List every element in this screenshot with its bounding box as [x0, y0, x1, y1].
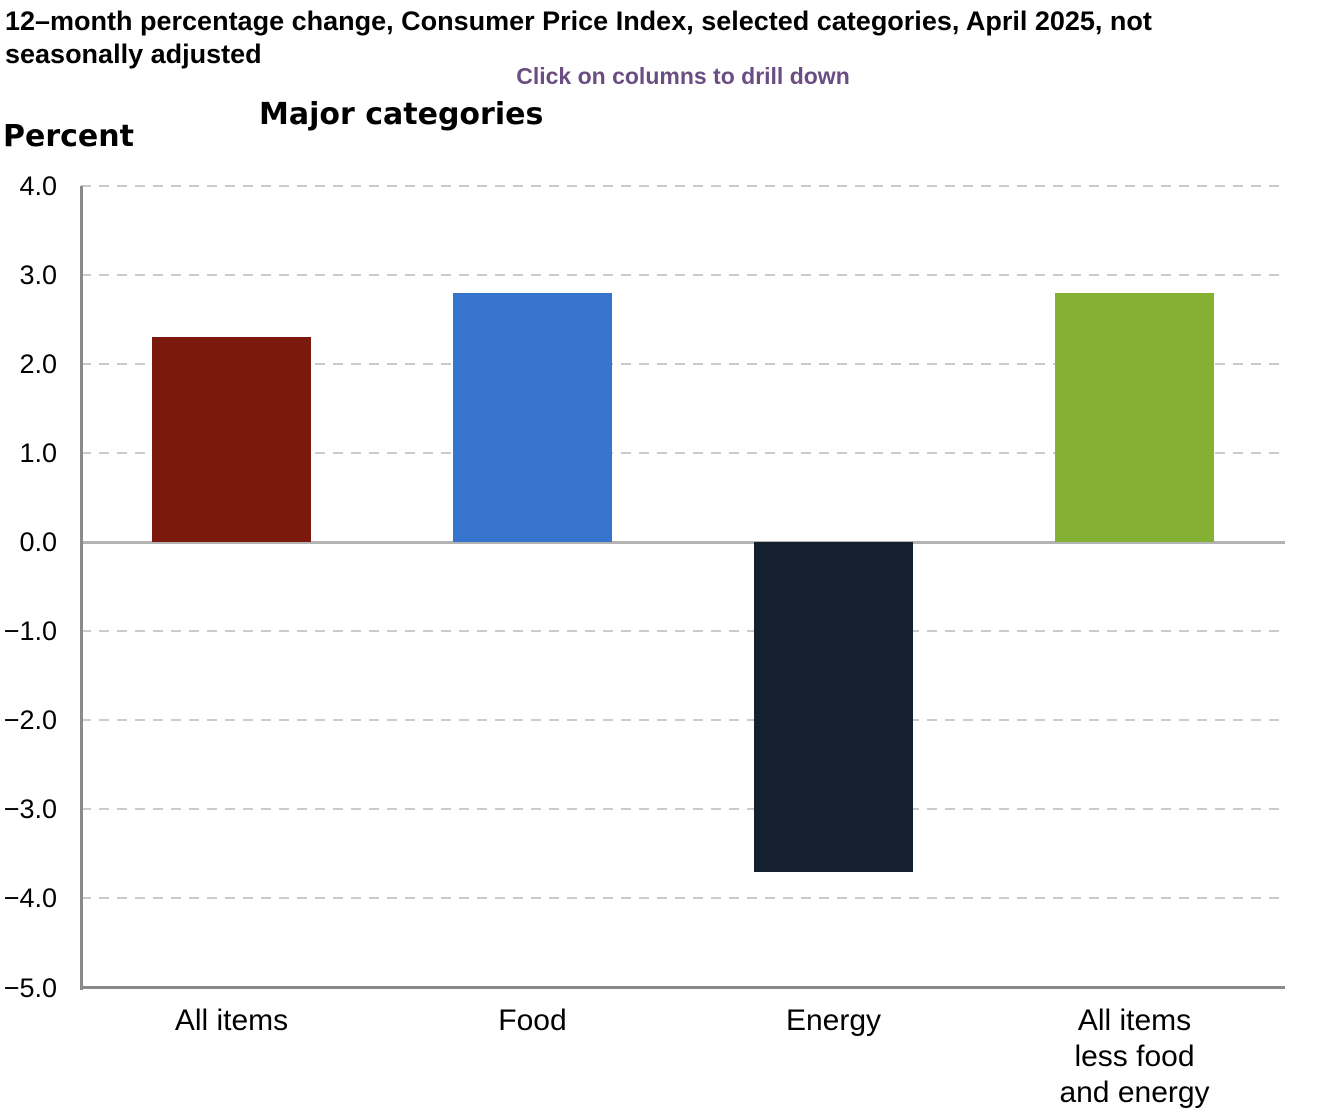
x-category-label: All items less food and energy: [1059, 1004, 1210, 1109]
gridline-horizontal: [81, 274, 1285, 277]
bar-all-items[interactable]: [152, 337, 311, 543]
x-axis-line: [80, 986, 1285, 989]
bar-energy[interactable]: [754, 542, 913, 872]
bar-food[interactable]: [453, 292, 612, 543]
y-tick-label: 4.0: [19, 171, 57, 201]
y-tick-label: −3.0: [3, 794, 57, 825]
y-tick-label: −1.0: [3, 616, 57, 647]
y-tick-label: 2.0: [19, 349, 57, 380]
y-tick-label: −4.0: [3, 883, 57, 914]
y-tick-label: −5.0: [3, 972, 57, 1003]
x-category-label: Food: [498, 1004, 567, 1037]
y-axis-unit-label: Percent: [3, 119, 134, 154]
gridline-horizontal: [81, 363, 1285, 366]
y-axis-line: [80, 186, 83, 990]
page-title: 12–month percentage change, Consumer Pri…: [5, 6, 1152, 69]
gridline-horizontal: [81, 185, 1285, 187]
y-tick-label: 3.0: [19, 260, 57, 291]
y-tick-label: 1.0: [19, 438, 57, 469]
x-category-label: All items: [174, 1004, 289, 1037]
y-tick-label: 0.0: [19, 527, 57, 558]
bar-all-items-less-food-and-energy[interactable]: [1055, 292, 1214, 543]
gridline-horizontal: [81, 630, 1285, 633]
x-category-label: Energy: [785, 1004, 882, 1037]
chart-title: Major categories: [259, 97, 544, 132]
gridline-horizontal: [81, 897, 1285, 900]
gridline-horizontal: [81, 808, 1285, 811]
zero-gridline: [81, 541, 1285, 545]
drill-down-hint: Click on columns to drill down: [516, 63, 850, 89]
y-tick-label: −2.0: [3, 705, 57, 736]
gridline-horizontal: [81, 452, 1285, 455]
gridline-horizontal: [81, 719, 1285, 722]
